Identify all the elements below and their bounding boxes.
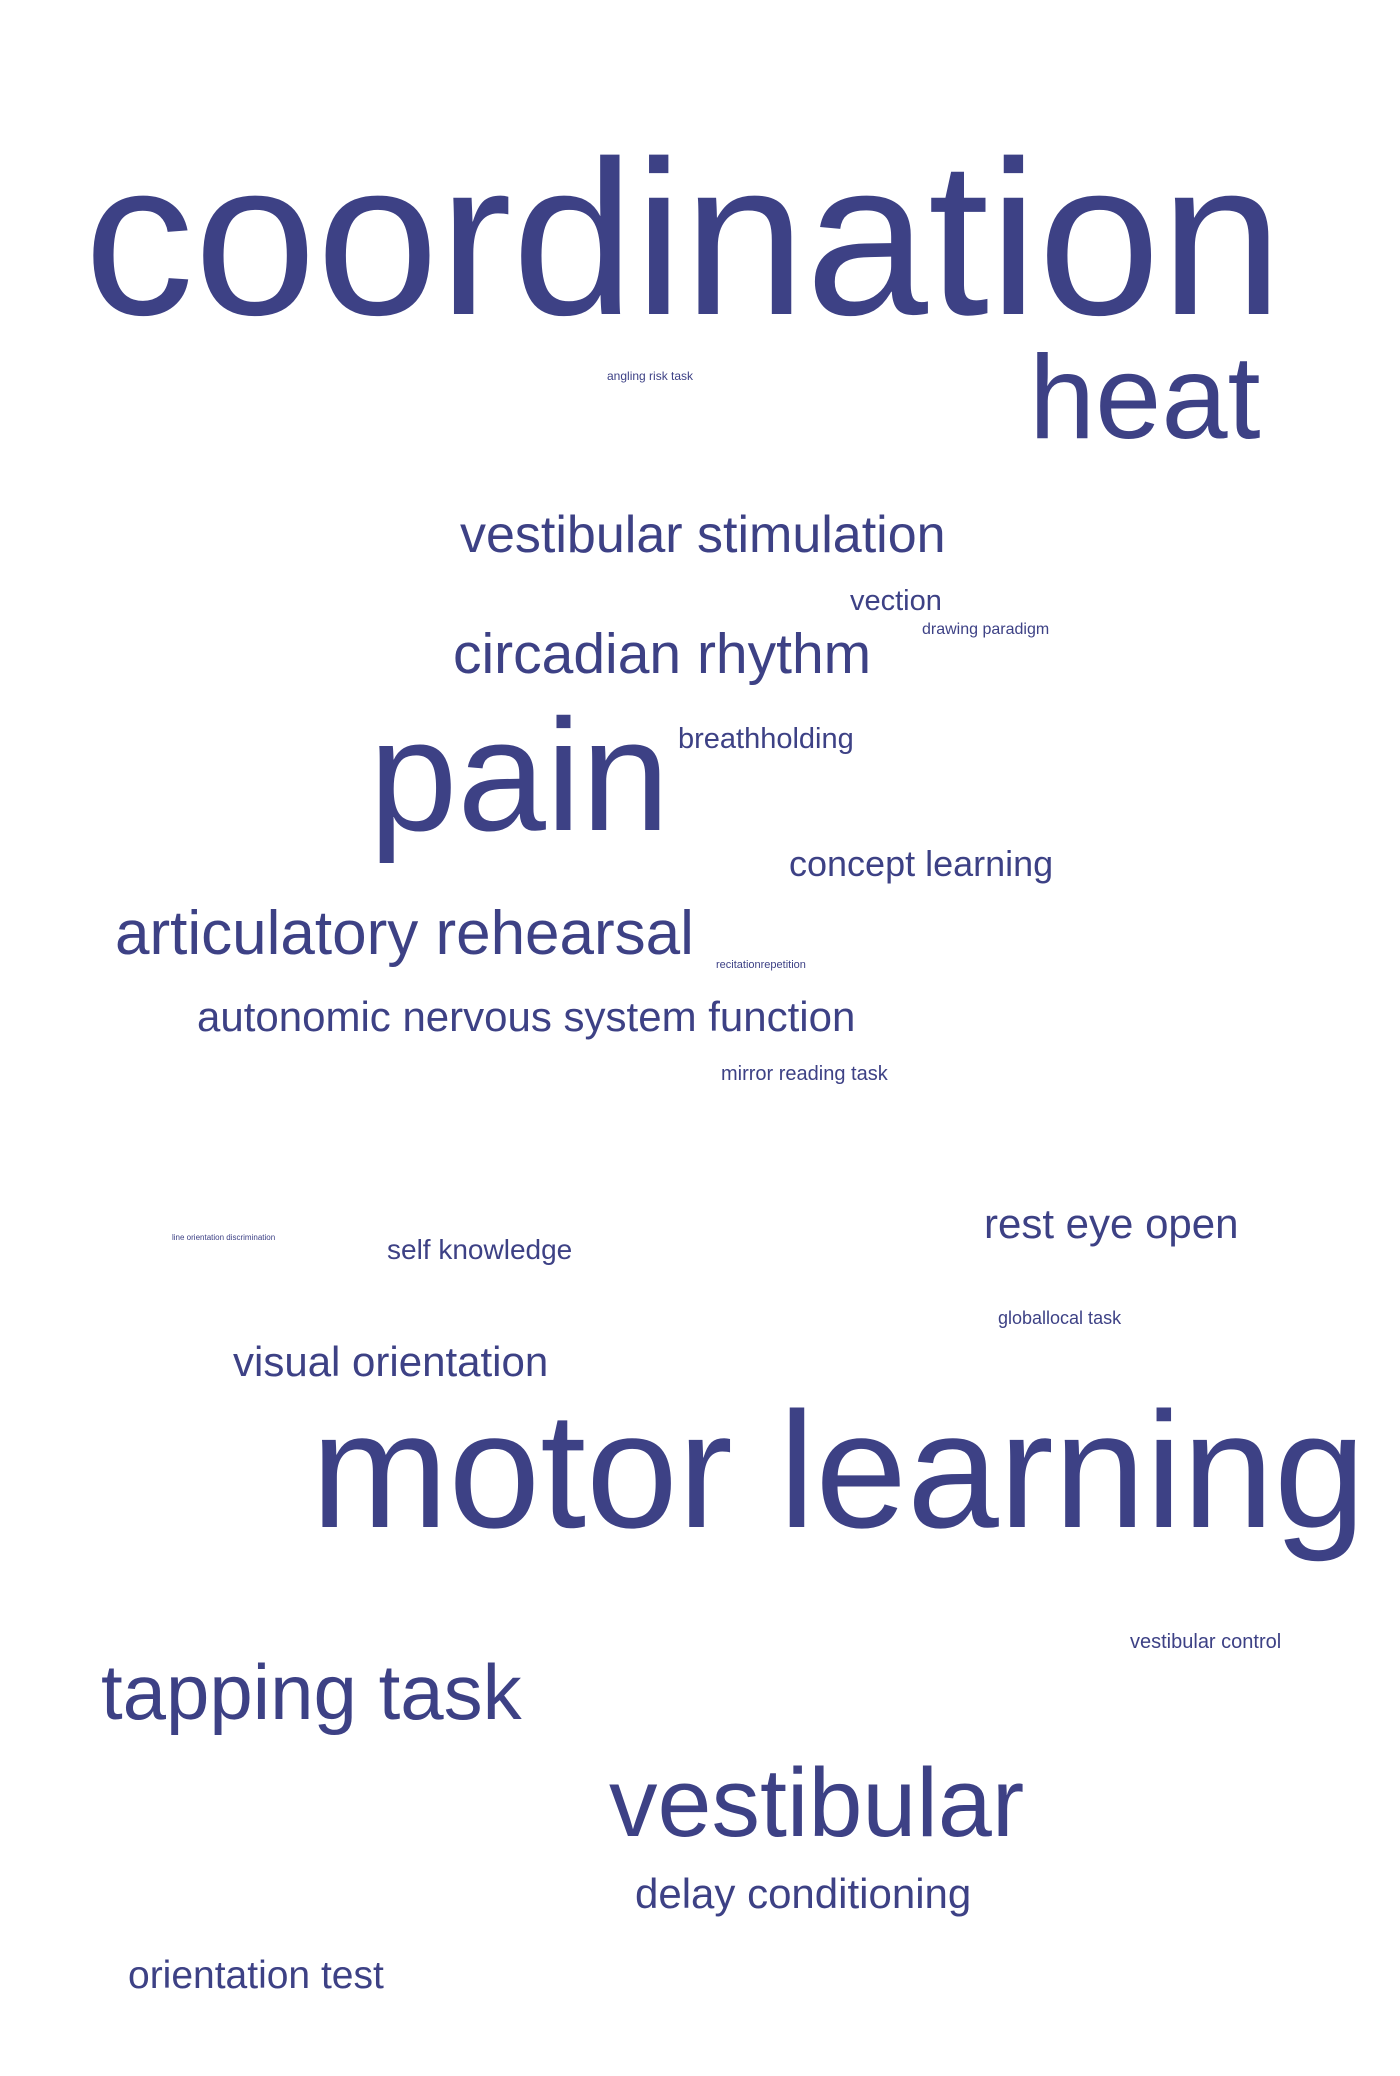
word-orientation-test: orientation test bbox=[128, 1954, 384, 1997]
word-mirror-reading-task: mirror reading task bbox=[721, 1063, 888, 1085]
word-line-discrimination: line orientation discrimination bbox=[172, 1233, 276, 1242]
word-drawing-paradigm: drawing paradigm bbox=[922, 621, 1050, 638]
word-breathholding: breathholding bbox=[678, 723, 854, 755]
word-articulatory-rehearsal: articulatory rehearsal bbox=[115, 899, 694, 968]
word-vestibular-stimulation: vestibular stimulation bbox=[460, 506, 946, 564]
word-vestibular: vestibular bbox=[609, 1748, 1025, 1857]
word-pain: pain bbox=[369, 686, 670, 864]
word-coordination: coordination bbox=[84, 115, 1283, 361]
word-vestibular-control: vestibular control bbox=[1130, 1631, 1282, 1653]
word-autonomic-nervous-system-function: autonomic nervous system function bbox=[197, 993, 856, 1040]
word-recitation-repetition: recitationrepetition bbox=[716, 959, 806, 971]
word-angling-risk-task: angling risk task bbox=[607, 369, 694, 383]
word-visual-orientation: visual orientation bbox=[233, 1338, 549, 1385]
word-self-knowledge: self knowledge bbox=[387, 1234, 573, 1265]
word-global-local-task: globallocal task bbox=[998, 1308, 1122, 1328]
word-circadian-rhythm: circadian rhythm bbox=[453, 622, 872, 686]
word-heat: heat bbox=[1029, 331, 1261, 464]
word-rest-eye-open: rest eye open bbox=[984, 1200, 1239, 1247]
word-vection: vection bbox=[850, 585, 942, 617]
word-concept-learning: concept learning bbox=[789, 843, 1054, 884]
word-tapping-task: tapping task bbox=[101, 1648, 522, 1736]
word-delay-conditioning: delay conditioning bbox=[635, 1870, 972, 1917]
word-motor-learning: motor learning bbox=[311, 1378, 1366, 1562]
